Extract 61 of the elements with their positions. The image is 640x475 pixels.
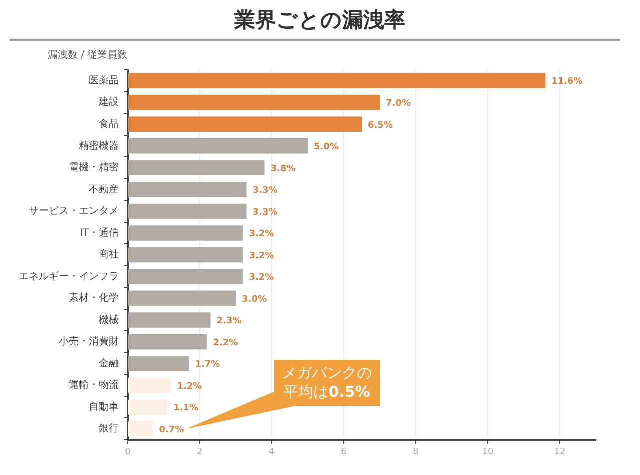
data-label: 6.5% [368, 120, 393, 131]
data-label: 3.3% [252, 208, 278, 218]
x-tick-label: 8 [413, 448, 420, 458]
bar [128, 378, 172, 394]
x-tick-label: 2 [197, 448, 203, 458]
x-tick-label: 12 [554, 448, 566, 458]
data-label: 2.2% [213, 338, 238, 348]
y-tick-label: 精密機器 [79, 140, 119, 152]
annotation: メガバンクの平均は0.5% [282, 364, 372, 401]
y-tick-label: エネルギー・インフラ [19, 270, 119, 282]
x-tick-label: 10 [482, 448, 494, 458]
bar [128, 290, 236, 306]
bar [128, 138, 308, 154]
y-tick-label: 不動産 [89, 183, 119, 196]
bar [128, 95, 380, 110]
data-label: 3.0% [242, 294, 267, 305]
bar [128, 334, 208, 350]
bar [128, 247, 244, 263]
data-label: 3.8% [270, 164, 296, 174]
y-tick-label: 自動車 [89, 400, 119, 413]
y-tick-label: 運輸・物流 [69, 379, 119, 392]
data-label: 5.0% [314, 142, 339, 153]
y-tick-label: 金融 [99, 357, 119, 370]
data-label: 1.7% [195, 360, 220, 370]
data-label: 2.3% [216, 316, 242, 327]
bar [128, 422, 154, 437]
y-tick-label: 建設 [98, 96, 119, 108]
y-tick-label: 商社 [99, 248, 119, 261]
y-tick-label: 銀行 [99, 424, 119, 435]
data-label: 7.0% [386, 98, 411, 109]
bar [128, 116, 362, 132]
bar [128, 312, 211, 328]
bar [128, 226, 244, 241]
y-tick-label: 機械 [99, 314, 119, 326]
y-tick-label: 食品 [99, 118, 119, 130]
bar [128, 204, 247, 220]
data-label: 3.2% [249, 273, 274, 284]
bar [128, 160, 265, 176]
data-label: 3.3% [252, 186, 278, 196]
data-label: 3.2% [249, 230, 274, 240]
chart-title: 業界ごとの漏洩率 [234, 7, 406, 33]
y-tick-label: 医薬品 [89, 74, 119, 86]
data-label: 3.2% [249, 251, 274, 262]
bar [128, 73, 546, 88]
y-tick-label: 電機・精密 [69, 162, 119, 174]
bar [128, 400, 168, 415]
x-tick-label: 0 [125, 448, 132, 458]
y-axis-title: 漏洩数 / 従業員数 [48, 50, 128, 62]
data-label: 0.7% [159, 425, 184, 436]
bar [128, 269, 244, 284]
y-tick-label: IT・通信 [80, 226, 119, 239]
data-label: 1.1% [174, 404, 199, 414]
x-tick-label: 6 [341, 448, 348, 458]
y-tick-label: サービス・エンタメ [29, 206, 119, 218]
bar [128, 356, 190, 372]
y-tick-label: 小売・消費財 [59, 336, 119, 348]
data-label: 1.2% [177, 382, 202, 392]
bar [128, 182, 247, 198]
data-label: 11.6% [552, 77, 583, 88]
y-tick-label: 素材・化学 [69, 292, 119, 304]
x-tick-label: 4 [269, 448, 276, 458]
